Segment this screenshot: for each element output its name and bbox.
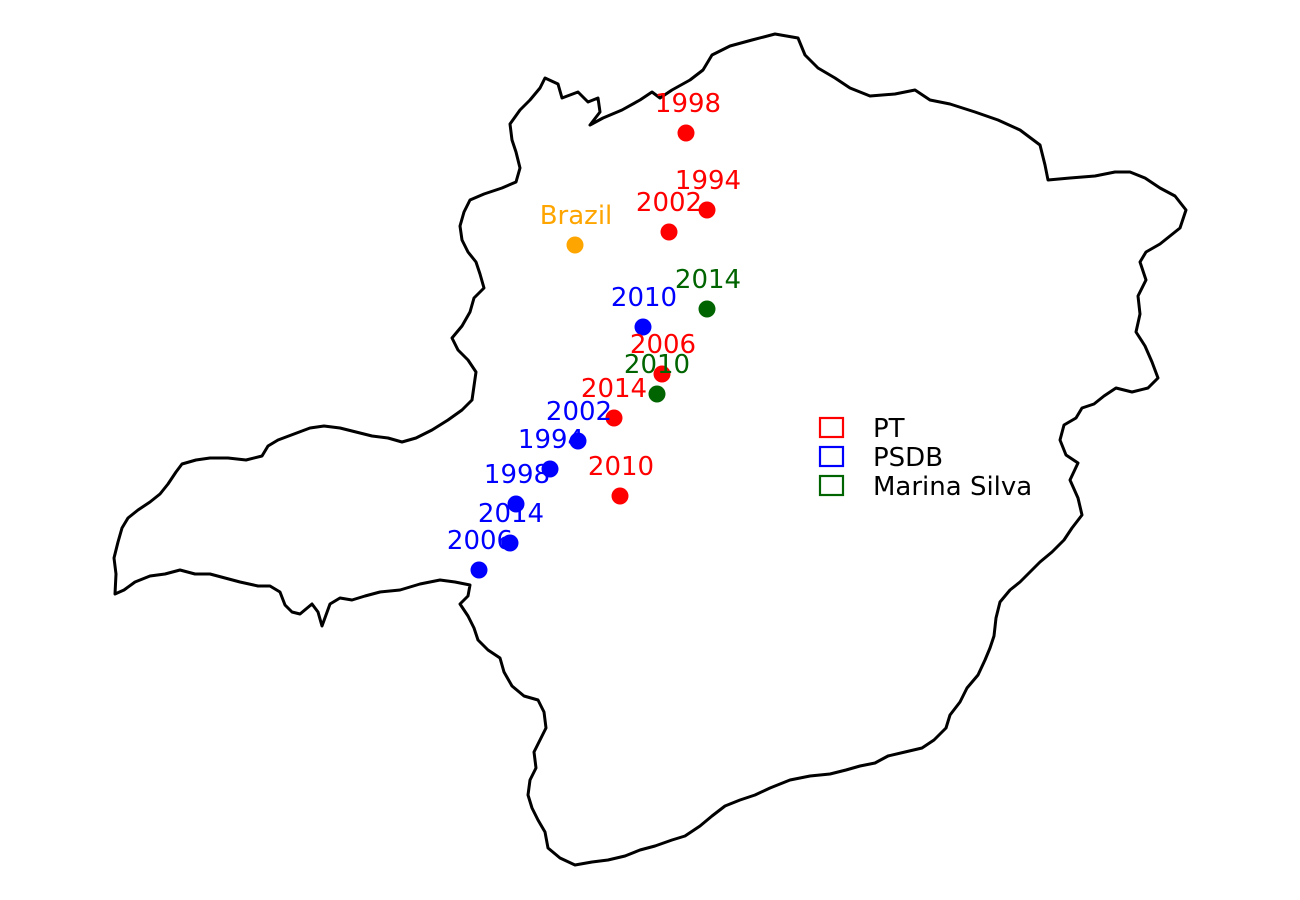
state-outline [112, 32, 1188, 867]
legend-label-psdb: PSDB [873, 443, 943, 473]
point-marker-marina-silva-2010 [648, 385, 666, 403]
point-label-psdb-1998: 1998 [484, 460, 550, 490]
points-layer: 199819942002Brazil2014201020062010201420… [447, 89, 741, 579]
point-marker-psdb-1998 [507, 495, 525, 513]
point-label-marina-silva-2010: 2010 [624, 350, 690, 380]
legend-label-pt: PT [873, 414, 905, 444]
point-marker-pt-2002 [660, 223, 678, 241]
point-label-pt-1994: 1994 [675, 166, 741, 196]
point-marker-pt-2010 [611, 487, 629, 505]
point-label-pt-1998: 1998 [655, 89, 721, 119]
point-marker-psdb-2010 [634, 318, 652, 336]
point-label-marina-silva-2014: 2014 [675, 265, 741, 295]
point-label-psdb-2006: 2006 [447, 526, 513, 556]
point-label-psdb-2010: 2010 [611, 283, 677, 313]
point-marker-pt-1994 [698, 201, 716, 219]
point-label-psdb-2014: 2014 [478, 499, 544, 529]
legend-swatch-pt [818, 416, 845, 439]
point-marker-brazil-brazil [566, 236, 584, 254]
legend-label-marina-silva: Marina Silva [873, 472, 1032, 502]
point-label-pt-2006: 2006 [630, 330, 696, 360]
point-marker-psdb-2014 [501, 534, 519, 552]
point-label-pt-2010: 2010 [588, 452, 654, 482]
legend-swatch-psdb [818, 445, 845, 468]
legend-swatch-marina-silva [818, 474, 845, 497]
point-marker-psdb-1994 [541, 460, 559, 478]
point-marker-psdb-2002 [569, 432, 587, 450]
point-label-brazil-brazil: Brazil [540, 201, 613, 231]
point-marker-pt-2014 [605, 409, 623, 427]
point-label-pt-2002: 2002 [636, 188, 702, 218]
point-marker-pt-2006 [653, 365, 671, 383]
point-marker-psdb-2006 [470, 561, 488, 579]
point-label-pt-2014: 2014 [581, 374, 647, 404]
point-marker-marina-silva-2014 [698, 300, 716, 318]
point-marker-pt-1998 [677, 124, 695, 142]
point-label-psdb-1994: 1994 [518, 425, 584, 455]
point-label-psdb-2002: 2002 [546, 397, 612, 427]
